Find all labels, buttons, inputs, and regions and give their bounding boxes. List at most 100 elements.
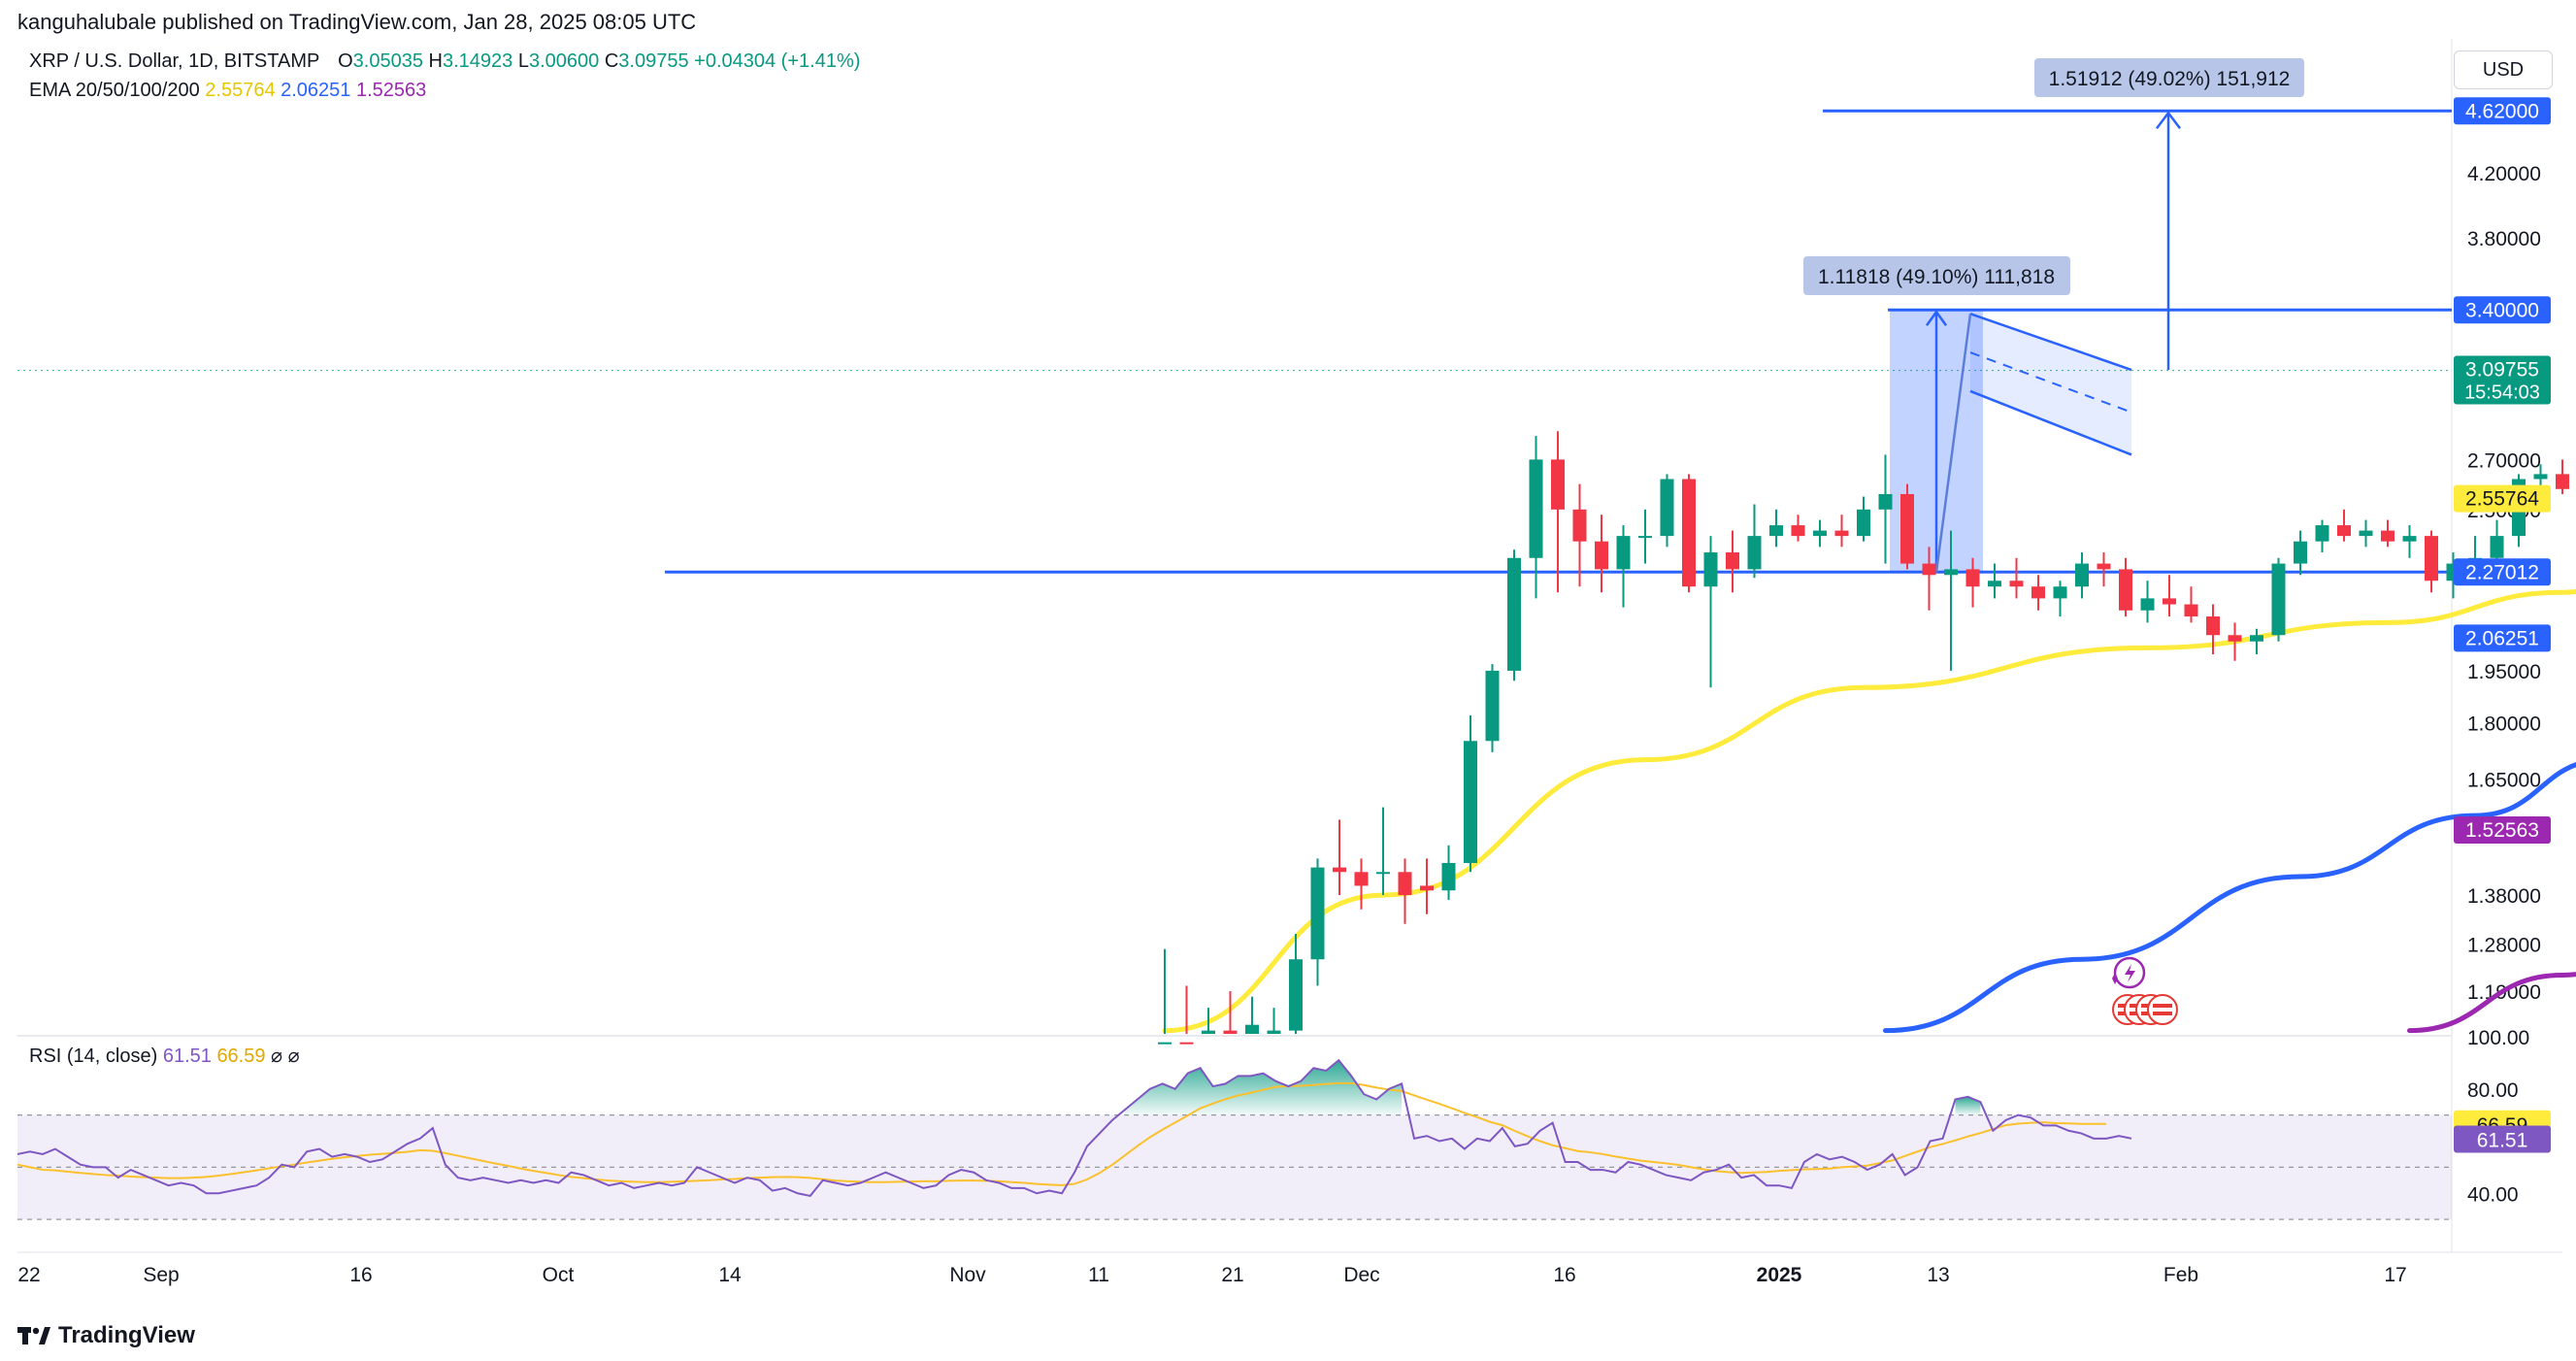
candle-body bbox=[2228, 635, 2242, 642]
candle-body bbox=[1333, 867, 1346, 873]
candle-body bbox=[1507, 557, 1521, 671]
candle-body bbox=[2533, 474, 2548, 480]
sparkle-icon bbox=[2112, 973, 2118, 984]
target-measure-label: 1.51912 (49.02%) 151,912 bbox=[2049, 68, 2291, 90]
candle-body bbox=[1245, 1024, 1259, 1034]
rsi-title: RSI (14, close) bbox=[29, 1046, 163, 1067]
target-measure-tag bbox=[2034, 58, 2304, 97]
price-axis-label-ema100 bbox=[2454, 816, 2551, 844]
ema50-line bbox=[1883, 762, 2576, 1034]
candle-body bbox=[1616, 536, 1631, 570]
candle-body bbox=[2359, 530, 2373, 537]
time-tick-label: Dec bbox=[1343, 1264, 1379, 1286]
us-flag-event-icon bbox=[2147, 994, 2178, 1025]
price-tick-label: 1.38000 bbox=[2467, 885, 2541, 908]
ema-legend[interactable]: EMA 20/50/100/200 2.55764 2.06251 1.5256… bbox=[29, 80, 426, 102]
price-axis-label-ema50 bbox=[2454, 624, 2551, 652]
price-tick-label: 2.70000 bbox=[2467, 449, 2541, 472]
price-axis-label-level bbox=[2454, 296, 2551, 324]
rsi-overbought-fill bbox=[1124, 1060, 1403, 1115]
candle-body bbox=[1791, 525, 1805, 537]
ohlc-low-label: L bbox=[517, 50, 529, 72]
candle-body bbox=[2053, 586, 2067, 599]
candle-body bbox=[2206, 616, 2220, 636]
candle-body bbox=[1900, 493, 1914, 564]
tradingview-brand[interactable]: TradingView bbox=[17, 1322, 195, 1349]
time-tick-label: 2025 bbox=[1757, 1264, 1802, 1286]
us-flag-stripe-icon bbox=[2153, 1012, 2172, 1015]
candle-body bbox=[1660, 479, 1674, 537]
candle-body bbox=[1529, 459, 1543, 558]
time-tick-label: 14 bbox=[718, 1264, 742, 1286]
rsi-value: 61.51 bbox=[163, 1046, 217, 1067]
ohlc-open: 3.05035 bbox=[352, 50, 423, 72]
candle-body bbox=[1420, 885, 1434, 891]
price-tick-label: 1.28000 bbox=[2467, 934, 2541, 956]
candle-body bbox=[1988, 581, 2001, 587]
candle-body bbox=[1726, 552, 1739, 570]
ohlc-change: +0.04304 (+1.41%) bbox=[694, 50, 861, 72]
candle-body bbox=[2337, 525, 2351, 537]
price-axis-value: 2.55764 bbox=[2465, 488, 2539, 511]
flagpole-measure-tag bbox=[1803, 256, 2070, 295]
price-tick-label: 1.80000 bbox=[2467, 713, 2541, 735]
price-axis-value: 2.06251 bbox=[2465, 627, 2539, 649]
rsi-tick-label: 100.00 bbox=[2467, 1027, 2529, 1049]
currency-selector[interactable]: USD bbox=[2454, 50, 2553, 89]
candle-body bbox=[1834, 530, 1849, 537]
candle-body bbox=[1703, 552, 1718, 587]
candle-body bbox=[2315, 525, 2329, 542]
target-arrow-head bbox=[2156, 111, 2181, 130]
ema100-line bbox=[2407, 972, 2576, 1034]
candle-body bbox=[1595, 541, 1608, 570]
price-axis-label-last bbox=[2454, 355, 2551, 405]
publisher-line: kanguhalubale published on TradingView.c… bbox=[17, 10, 697, 34]
flagpole-line bbox=[1934, 314, 1972, 573]
candle-body bbox=[2075, 563, 2089, 587]
candle-body bbox=[1158, 1042, 1172, 1045]
flag-channel-fill bbox=[1970, 314, 2131, 455]
candle-body bbox=[1202, 1030, 1215, 1034]
candle-body bbox=[1813, 530, 1827, 537]
candle-body bbox=[2294, 541, 2307, 564]
price-axis-label-level bbox=[2454, 97, 2551, 125]
rsi-settings-icons: ⌀ ⌀ bbox=[271, 1046, 300, 1067]
symbol-title: XRP / U.S. Dollar, 1D, BITSTAMP bbox=[29, 50, 319, 72]
ema20-line bbox=[1162, 588, 2576, 1034]
candle-body bbox=[1857, 509, 1870, 537]
time-tick-label: 16 bbox=[1553, 1264, 1575, 1286]
time-tick-label: 22 bbox=[17, 1264, 40, 1286]
candle-body bbox=[1551, 459, 1565, 510]
candle-body bbox=[2184, 604, 2198, 617]
ohlc-low: 3.00600 bbox=[528, 50, 600, 72]
price-axis-value: 3.40000 bbox=[2465, 299, 2539, 321]
ema20-value: 2.55764 bbox=[205, 80, 276, 101]
us-flag-stripe-icon bbox=[2153, 1004, 2172, 1008]
candle-body bbox=[1769, 525, 1783, 537]
price-tick-label: 1.65000 bbox=[2467, 770, 2541, 792]
candle-body bbox=[2119, 569, 2132, 611]
candle-body bbox=[1398, 872, 1412, 896]
price-axis-label-level bbox=[2454, 558, 2551, 586]
rsi-line bbox=[17, 1058, 2132, 1198]
rsi-legend: RSI (14, close) 61.51 66.59 ⌀ ⌀ bbox=[29, 1046, 300, 1067]
candle-body bbox=[2556, 474, 2569, 489]
time-tick-label: 21 bbox=[1221, 1264, 1243, 1286]
tradingview-logo-icon bbox=[17, 1325, 50, 1346]
rsi-axis-value: 61.51 bbox=[2477, 1129, 2528, 1151]
price-axis-value: 3.09755 bbox=[2465, 359, 2539, 382]
symbol-legend[interactable]: XRP / U.S. Dollar, 1D, BITSTAMP O3.05035… bbox=[29, 50, 860, 73]
time-tick-label: 11 bbox=[1088, 1264, 1109, 1286]
flag-lower-line bbox=[1969, 389, 2132, 456]
price-axis-value: 4.62000 bbox=[2465, 100, 2539, 122]
candle-body bbox=[1223, 1030, 1238, 1034]
flagpole-arrow-head bbox=[1925, 310, 1948, 326]
candle-body bbox=[2163, 598, 2176, 605]
price-tick-label: 3.80000 bbox=[2467, 228, 2541, 250]
time-tick-label: 17 bbox=[2384, 1264, 2406, 1286]
lightning-icon bbox=[2125, 964, 2135, 982]
rsi-tick-label: 80.00 bbox=[2467, 1079, 2519, 1102]
candle-body bbox=[1485, 670, 1500, 742]
time-tick-label: 16 bbox=[349, 1264, 372, 1286]
